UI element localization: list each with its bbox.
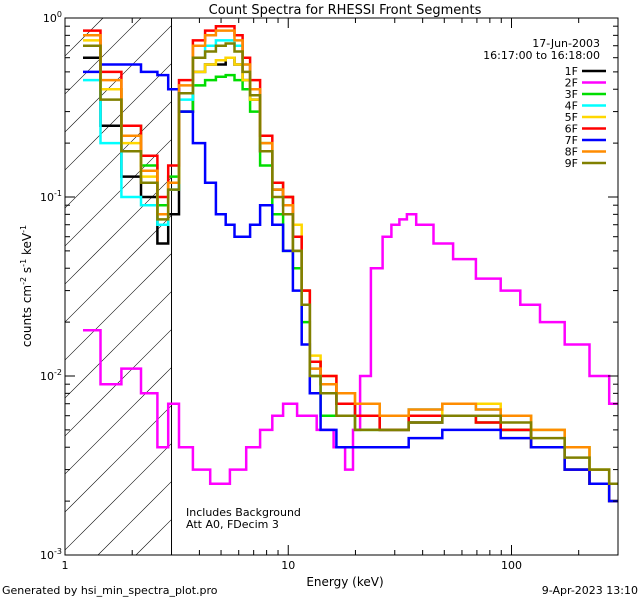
series-2F-line <box>83 213 618 486</box>
y-tick-base: 10 <box>40 549 54 562</box>
y-tick-exponent: 0 <box>57 10 62 19</box>
date-annotation: 17-Jun-2003 <box>532 37 600 50</box>
y-tick-base: 10 <box>40 370 54 383</box>
hatch-line <box>288 18 640 555</box>
series-9F-line <box>83 42 618 486</box>
y-axis-label: counts cm-2 s-1 keV-1 <box>19 225 34 347</box>
chart-title: Count Spectra for RHESSI Front Segments <box>209 3 482 18</box>
hatch-line <box>478 18 640 555</box>
hatch-line <box>65 329 172 437</box>
series-lines <box>83 24 618 503</box>
x-tick-label: 1 <box>62 559 69 572</box>
background-note: Includes Background <box>186 506 301 519</box>
hatch-line <box>65 63 172 171</box>
series-4F-line <box>83 39 618 486</box>
hatch-line <box>516 18 640 555</box>
y-tick-exponent: -2 <box>54 368 62 377</box>
legend-label: 7F <box>565 134 578 147</box>
hatch-line <box>65 101 172 209</box>
legend-label: 3F <box>565 88 578 101</box>
atten-note: Att A0, FDecim 3 <box>186 518 279 531</box>
y-label-exp: -1 <box>19 225 28 233</box>
series-5F-line <box>83 39 618 486</box>
y-tick-label: 10-3 <box>40 547 62 562</box>
hatch-line <box>65 25 172 133</box>
x-axis: 1 10 100 <box>62 18 619 572</box>
hatch-line <box>65 291 172 399</box>
y-tick-label: 10-1 <box>40 189 62 204</box>
y-tick-label: 10-2 <box>40 368 62 383</box>
hatch-line <box>402 18 640 555</box>
y-label-part: s <box>20 267 34 277</box>
hatch-line <box>326 18 640 555</box>
generated-by: Generated by hsi_min_spectra_plot.pro <box>2 584 218 597</box>
hatch-line <box>630 18 640 555</box>
hatch-line <box>65 215 172 323</box>
y-tick-exponent: -3 <box>54 547 62 556</box>
y-label-exp: -1 <box>19 259 28 267</box>
hatch-line <box>65 443 172 551</box>
plot-frame <box>64 17 619 556</box>
y-tick-base: 10 <box>40 191 54 204</box>
legend-label: 1F <box>565 65 578 78</box>
y-label-part: counts cm <box>20 285 34 347</box>
hatch-line <box>65 367 172 475</box>
timestamp: 9-Apr-2023 13:10 <box>542 584 638 597</box>
hatched-region <box>65 18 640 555</box>
x-tick-label: 10 <box>281 559 295 572</box>
hatch-line <box>65 18 104 57</box>
y-tick-label: 100 <box>43 10 62 25</box>
y-tick-exponent: -1 <box>54 189 62 198</box>
legend-label: 4F <box>565 100 578 113</box>
hatch-line <box>364 18 640 555</box>
hatch-line <box>65 177 172 285</box>
hatch-line <box>65 253 172 361</box>
hatch-line <box>250 18 640 555</box>
legend-label: 8F <box>565 146 578 159</box>
legend-label: 9F <box>565 157 578 170</box>
x-tick-label: 100 <box>501 559 522 572</box>
hatch-line <box>592 18 640 555</box>
time-range-annotation: 16:17:00 to 16:18:00 <box>483 49 600 62</box>
legend-label: 2F <box>565 77 578 90</box>
y-tick-base: 10 <box>43 12 57 25</box>
y-label-part: keV <box>20 232 34 259</box>
legend-label: 5F <box>565 111 578 124</box>
y-label-exp: -2 <box>19 277 28 285</box>
legend-label: 6F <box>565 123 578 136</box>
x-axis-label: Energy (keV) <box>306 575 383 589</box>
hatch-line <box>65 405 172 513</box>
series-7F-line <box>83 63 618 503</box>
